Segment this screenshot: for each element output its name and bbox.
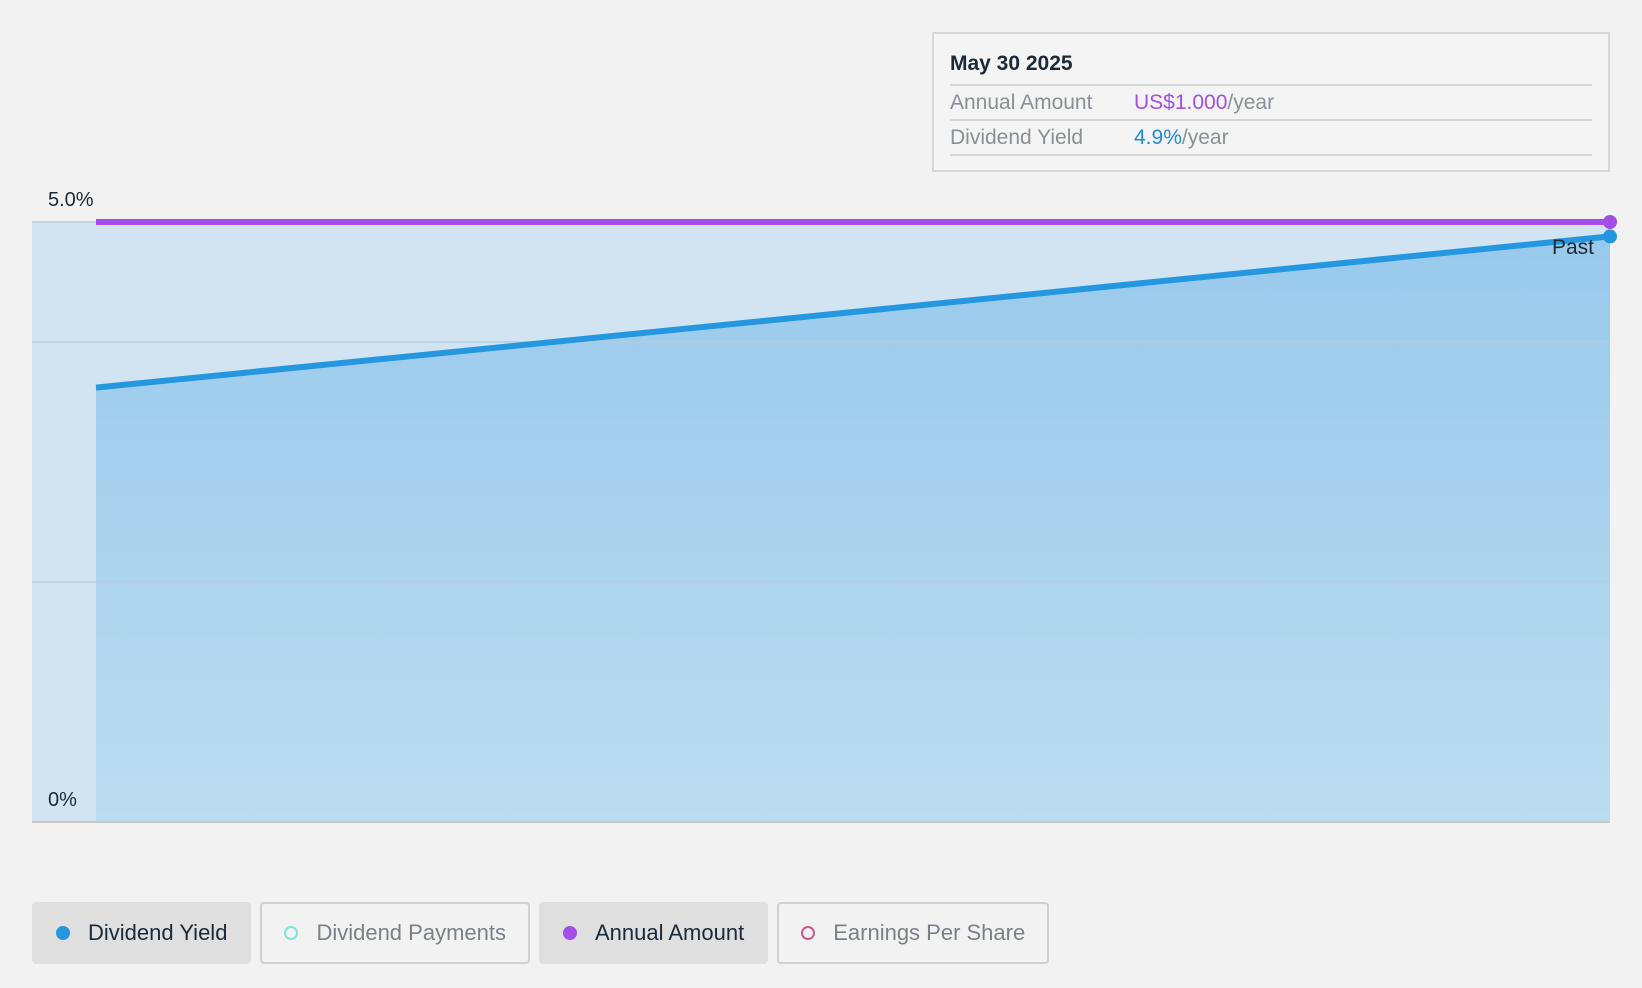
tooltip-row-annual-amount: Annual Amount US$1.000 /year	[950, 86, 1592, 121]
hover-tooltip: May 30 2025 Annual Amount US$1.000 /year…	[932, 32, 1610, 172]
tooltip-date: May 30 2025	[950, 34, 1592, 86]
tooltip-label: Annual Amount	[950, 91, 1093, 114]
legend-label: Earnings Per Share	[833, 920, 1026, 945]
annual-amount-end-point[interactable]	[1603, 215, 1617, 229]
tooltip-value: 4.9%	[1134, 126, 1182, 149]
tooltip-unit: /year	[1181, 126, 1229, 149]
legend-annual-amount-button[interactable]: Annual Amount	[538, 902, 769, 964]
dot-icon	[56, 926, 70, 940]
dividend-yield-end-point[interactable]	[1603, 229, 1617, 244]
past-annotation: Past	[1552, 236, 1594, 259]
legend-label: Dividend Payments	[316, 920, 506, 945]
y-tick-label-top: 5.0%	[48, 189, 94, 211]
dividend-yield-line	[95, 233, 1611, 391]
tooltip-label: Dividend Yield	[950, 126, 1084, 149]
dot-icon	[562, 926, 577, 940]
dividend-yield-area	[96, 236, 1610, 822]
dot-icon	[284, 926, 299, 940]
legend-earnings-per-share-button[interactable]: Earnings Per Share	[777, 902, 1050, 964]
tooltip-value: US$1.000	[1134, 91, 1228, 114]
tooltip-row-dividend-yield: Dividend Yield 4.9% /year	[950, 121, 1592, 156]
legend-label: Annual Amount	[594, 920, 745, 945]
y-tick-label-bottom: 0%	[48, 789, 77, 811]
legend-dividend-payments-button[interactable]: Dividend Payments	[260, 902, 530, 964]
legend-label: Dividend Yield	[88, 920, 228, 945]
legend-dividend-yield-button[interactable]: Dividend Yield	[32, 902, 252, 964]
dot-icon	[801, 926, 816, 940]
chart-legend: Dividend Yield Dividend Payments Annual …	[32, 902, 1058, 964]
tooltip-unit: /year	[1227, 91, 1275, 114]
